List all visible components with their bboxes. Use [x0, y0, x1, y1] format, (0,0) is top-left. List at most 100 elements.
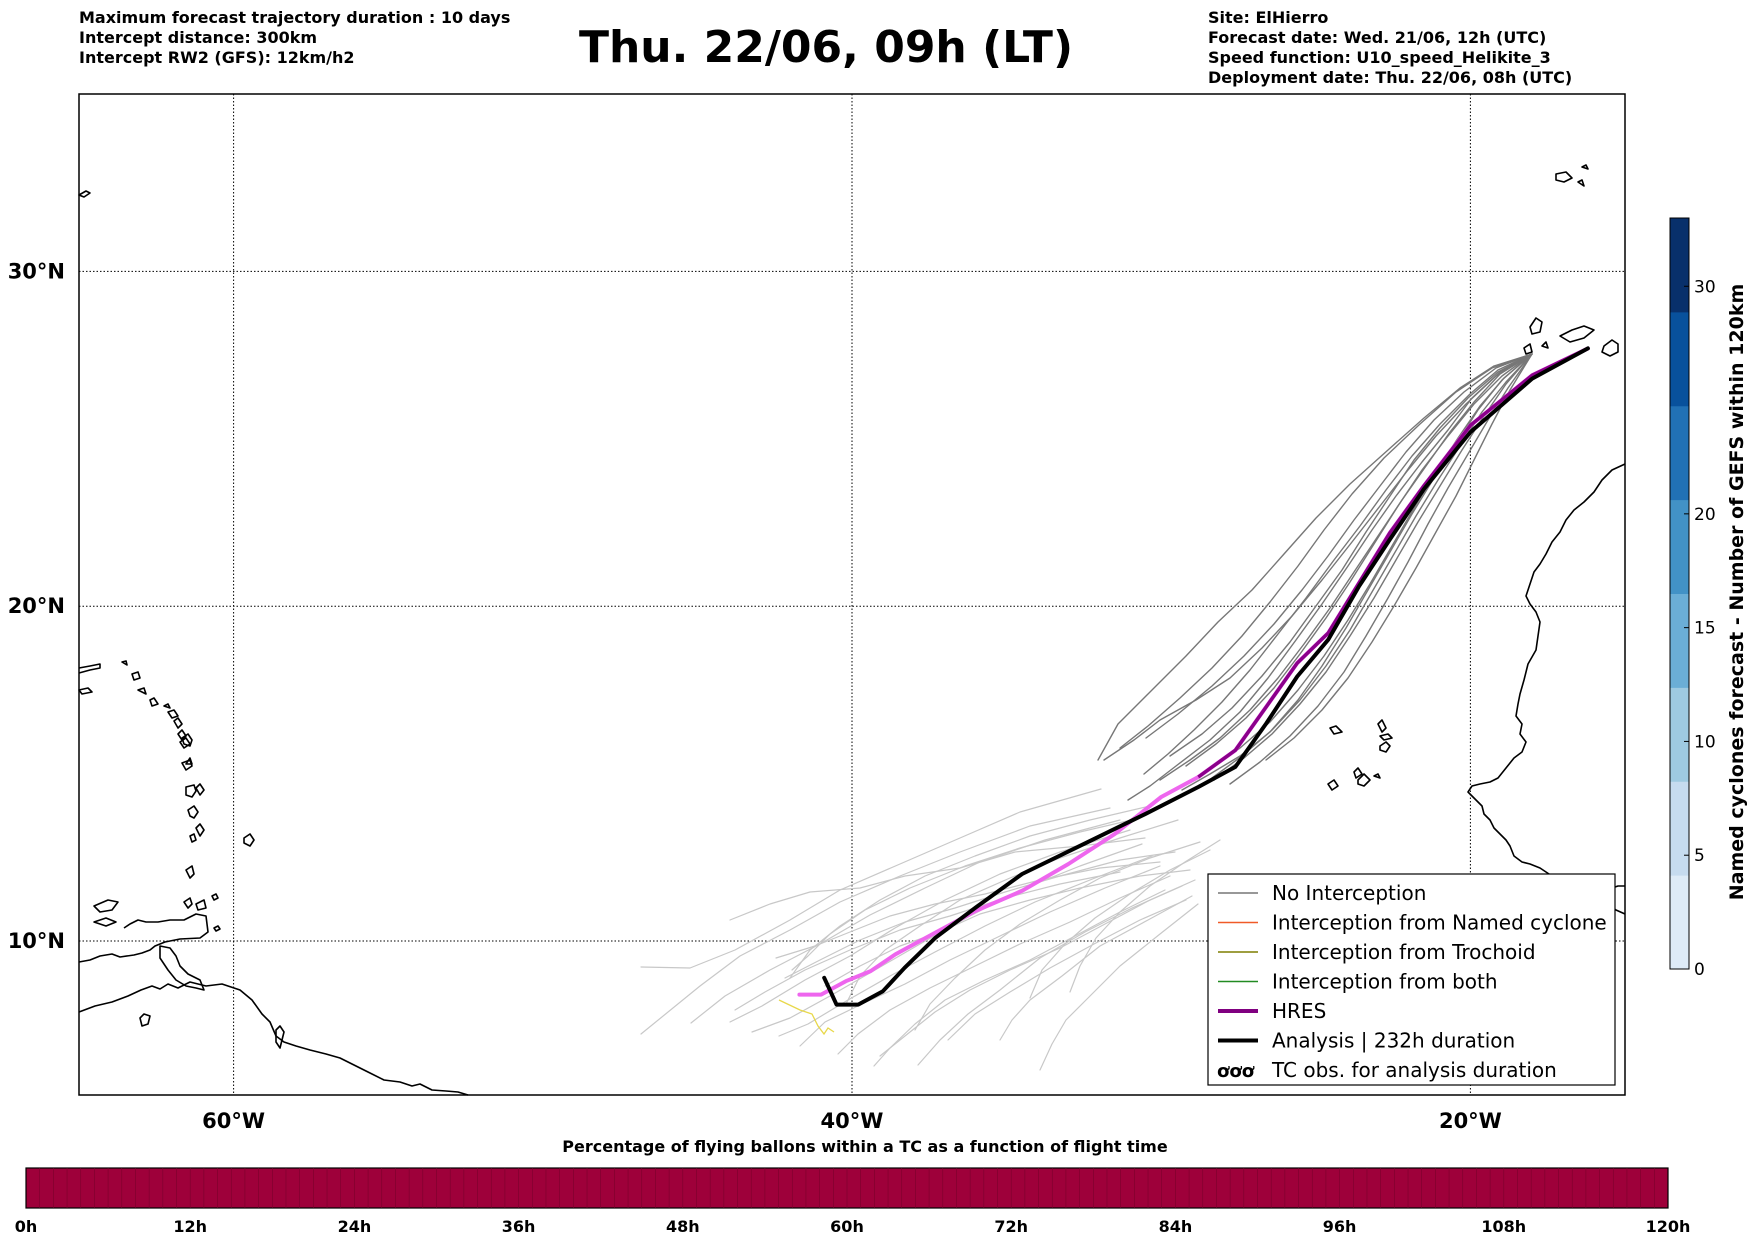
coastline-island-13	[93, 899, 119, 913]
ensemble-track-light	[640, 807, 1111, 1035]
ensemble-trajectories	[640, 353, 1533, 1071]
coastline-south-america	[78, 981, 469, 1096]
coastline-canary-4	[1523, 343, 1533, 355]
bottom-colorbar: Percentage of flying ballons within a TC…	[15, 1137, 1691, 1236]
ensemble-track-light	[784, 851, 1176, 979]
lon-tick-label: 60°W	[202, 1109, 265, 1133]
legend-label: No Interception	[1272, 881, 1426, 905]
coastline-island-8	[189, 833, 197, 843]
coastline-canary-1	[1529, 317, 1543, 335]
coastline-island-10	[243, 833, 255, 847]
bottom-colorbar-separators	[39, 1168, 1655, 1208]
coastline-island-1	[185, 784, 197, 798]
ensemble-track-no-interception	[1143, 353, 1533, 775]
right-colorbar-tick-label: 15	[1694, 619, 1716, 639]
coastline-grenada	[211, 893, 219, 901]
legend-items: No Interception Interception from Named c…	[1217, 881, 1607, 1082]
coastline-trinidad	[159, 945, 205, 991]
right-colorbar-cell	[1670, 875, 1689, 970]
ensemble-track-light	[837, 875, 1171, 1055]
map-frame	[78, 93, 1626, 1096]
right-colorbar-label: Named cyclones forecast - Number of GEFS…	[1726, 284, 1748, 901]
right-colorbar: 0 5 10 15 20 30 Named cyclones forecast - Num…	[1669, 217, 1748, 980]
legend-label: Interception from Named cyclone	[1272, 911, 1607, 935]
right-colorbar-cell	[1670, 405, 1689, 501]
header-intercept-rw2-text: Intercept RW2 (GFS): 12km/h2	[79, 48, 355, 67]
coastline-caribbean-north	[78, 913, 209, 963]
right-colorbar-cells	[1670, 218, 1689, 970]
analysis-track	[822, 346, 1590, 1007]
lon-tick-label: 40°W	[821, 1109, 884, 1133]
ensemble-track-light	[729, 837, 1146, 921]
ensemble-track-no-interception	[1159, 353, 1533, 781]
ensemble-track-no-interception	[1169, 353, 1533, 757]
header-forecast-date-text: Forecast date: Wed. 21/06, 12h (UTC)	[1208, 28, 1547, 47]
right-colorbar-frame	[1669, 217, 1690, 970]
ensemble-track-no-interception	[1145, 353, 1533, 739]
coastline-cape-verde-3	[1329, 725, 1343, 735]
coastline-island-7	[195, 823, 205, 837]
ensemble-track-no-interception	[1127, 353, 1533, 801]
coastline-canary-3	[1601, 339, 1619, 357]
lat-tick-label: 10°N	[8, 929, 65, 953]
ensemble-track-light	[999, 895, 1193, 1041]
ensemble-track-light	[879, 879, 1196, 1057]
ensemble-track-light	[775, 861, 1161, 959]
header-intercept-distance-text: Intercept distance: 300km	[79, 28, 318, 47]
legend-item: Interception from both	[1218, 970, 1498, 994]
legend-item: Interception from Named cyclone	[1218, 911, 1607, 935]
bottom-colorbar-tick-label: 96h	[1323, 1217, 1357, 1236]
ensemble-track-light	[799, 865, 1161, 1047]
coastline-island-22	[137, 687, 147, 695]
coastline-cape-verde-6	[1327, 779, 1339, 791]
coastline-island-20	[78, 687, 93, 695]
coastline-madeira-1	[1555, 171, 1573, 183]
ensemble-track-light	[1029, 849, 1211, 999]
ensemble-track-no-interception	[1103, 353, 1533, 761]
coastline-island-23	[121, 660, 128, 666]
bottom-colorbar-tick-label: 108h	[1481, 1217, 1526, 1236]
coastline-island-24	[163, 703, 171, 709]
ensemble-track-light	[914, 841, 1201, 1031]
legend-label: Interception from Trochoid	[1272, 940, 1536, 964]
legend-box	[1207, 873, 1616, 1086]
map-legend: No Interception Interception from Named c…	[1207, 873, 1616, 1086]
coastline-island-11	[195, 899, 207, 911]
coastline-island-9	[185, 865, 195, 879]
ensemble-track-light	[789, 805, 1151, 979]
trochoid-fragment-track	[778, 999, 835, 1036]
coastline-island-4	[185, 757, 193, 765]
ensemble-track-light	[917, 885, 1183, 1066]
legend-item: HRES	[1218, 999, 1326, 1023]
coastline-cape-verde-5	[1379, 741, 1391, 753]
coastline-island-17	[177, 729, 187, 741]
right-colorbar-tick-label: 10	[1694, 732, 1716, 752]
lon-tick-label: 20°W	[1439, 1109, 1502, 1133]
right-colorbar-tick-label: 20	[1694, 505, 1716, 525]
right-colorbar-cell	[1670, 499, 1689, 594]
bottom-colorbar-tick-label: 36h	[502, 1217, 536, 1236]
map-panel[interactable]: 30°N 20°N 10°N 60°W 40°W 20°W No Interception…	[8, 93, 1626, 1133]
legend-label: Analysis | 232h duration	[1272, 1029, 1515, 1053]
header-deployment-date-text: Deployment date: Thu. 22/06, 08h (UTC)	[1208, 68, 1573, 87]
right-colorbar-cell	[1670, 593, 1689, 688]
coastline-island-6	[187, 805, 199, 819]
tc-obs-symbol: ơơơ	[1217, 1061, 1255, 1082]
bottom-colorbar-tick-labels: 0h 12h 24h 36h 48h 60h 72h 84h 96h 108h 120h	[15, 1217, 1691, 1236]
ensemble-track-light	[873, 889, 1166, 1067]
header-info-right: Site: ElHierro Forecast date: Wed. 21/06…	[1208, 8, 1572, 88]
header-speed-function-text: Speed function: U10_speed_Helikite_3	[1208, 48, 1551, 67]
page-title-wrapper: Thu. 22/06, 09h (LT)	[0, 22, 1752, 73]
bottom-colorbar-tick-label: 12h	[173, 1217, 207, 1236]
coastline-island-21	[131, 671, 141, 681]
header-duration-text: Maximum forecast trajectory duration : 1…	[79, 8, 511, 27]
coastline-island-14	[93, 917, 117, 927]
bottom-colorbar-tick-label: 84h	[1159, 1217, 1193, 1236]
ensemble-track-light	[824, 869, 1191, 987]
coastline-madeira-3	[1581, 164, 1589, 170]
right-colorbar-tick-label: 30	[1694, 277, 1716, 297]
coastline-anguilla	[167, 709, 179, 719]
coastline-tobago	[213, 925, 221, 932]
ensemble-track-no-interception	[1229, 353, 1533, 785]
coastline-cape-verde-8	[1373, 773, 1381, 779]
